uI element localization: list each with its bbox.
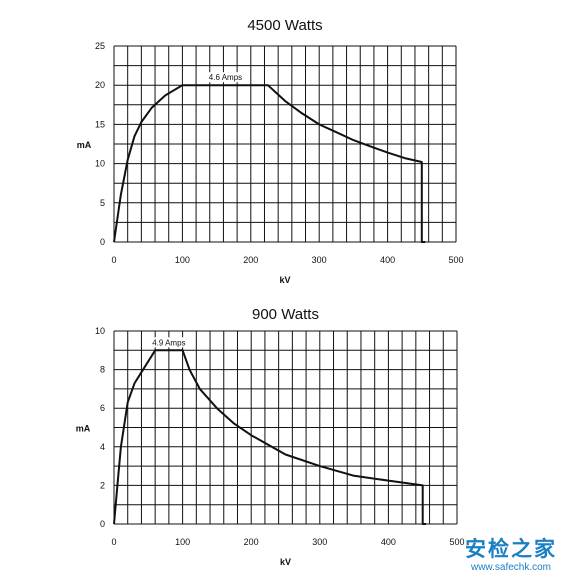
series-line bbox=[113, 84, 426, 243]
y-tick-label: 5 bbox=[100, 198, 105, 208]
x-tick-label: 500 bbox=[448, 255, 463, 265]
chart-title: 4500 Watts bbox=[247, 17, 322, 34]
x-tick-label: 200 bbox=[244, 537, 259, 547]
annotation-label: 4.6 Amps bbox=[209, 73, 242, 82]
x-tick-label: 300 bbox=[312, 537, 327, 547]
x-tick-label: 400 bbox=[380, 255, 395, 265]
y-tick-label: 0 bbox=[100, 237, 105, 247]
x-tick-label: 0 bbox=[111, 537, 116, 547]
y-tick-label: 10 bbox=[95, 159, 105, 169]
y-tick-label: 10 bbox=[95, 326, 105, 336]
y-tick-label: 4 bbox=[100, 442, 105, 452]
y-tick-label: 0 bbox=[100, 519, 105, 529]
y-tick-label: 8 bbox=[100, 365, 105, 375]
x-tick-label: 0 bbox=[111, 255, 116, 265]
y-tick-label: 2 bbox=[100, 480, 105, 490]
x-tick-label: 100 bbox=[175, 255, 190, 265]
y-tick-label: 6 bbox=[100, 403, 105, 413]
x-tick-label: 500 bbox=[449, 537, 464, 547]
x-axis-label: kV bbox=[280, 557, 291, 567]
watermark-main-text: 安检之家 bbox=[465, 538, 557, 561]
annotation-background bbox=[207, 72, 244, 83]
x-tick-label: 400 bbox=[381, 537, 396, 547]
annotation-label: 4.9 Amps bbox=[152, 338, 185, 347]
y-tick-label: 20 bbox=[95, 80, 105, 90]
x-tick-label: 200 bbox=[243, 255, 258, 265]
y-axis-label: mA bbox=[76, 424, 91, 434]
annotation-background bbox=[150, 337, 187, 348]
chart-title: 900 Watts bbox=[252, 306, 319, 323]
watermark-logo: 安检之家 www.safechk.com bbox=[456, 538, 566, 574]
y-tick-label: 25 bbox=[95, 41, 105, 51]
y-axis-label: mA bbox=[77, 140, 92, 150]
y-tick-label: 15 bbox=[95, 119, 105, 129]
chart-900-watts: 900 Watts 0 100 200 300 400 500 0 2 4 6 8 10 kV mA 4.9 … bbox=[76, 306, 465, 567]
x-axis-label: kV bbox=[279, 275, 290, 285]
x-tick-label: 100 bbox=[175, 537, 190, 547]
x-tick-label: 300 bbox=[312, 255, 327, 265]
watermark-url-text: www.safechk.com bbox=[470, 562, 552, 573]
chart-4500-watts: 4500 Watts 0 100 200 300 400 500 0 5 10 15 20 25 kV mA… bbox=[77, 17, 464, 285]
series-line bbox=[113, 349, 427, 525]
